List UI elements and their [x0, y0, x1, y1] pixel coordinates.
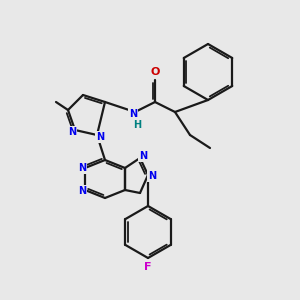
Text: N: N [78, 186, 86, 196]
Text: N: N [139, 151, 147, 161]
Text: N: N [129, 109, 137, 119]
Text: H: H [133, 120, 141, 130]
Text: N: N [68, 127, 76, 137]
Text: O: O [150, 67, 160, 77]
Text: F: F [144, 262, 152, 272]
Text: N: N [96, 132, 104, 142]
Text: N: N [78, 163, 86, 173]
Text: N: N [148, 171, 156, 181]
